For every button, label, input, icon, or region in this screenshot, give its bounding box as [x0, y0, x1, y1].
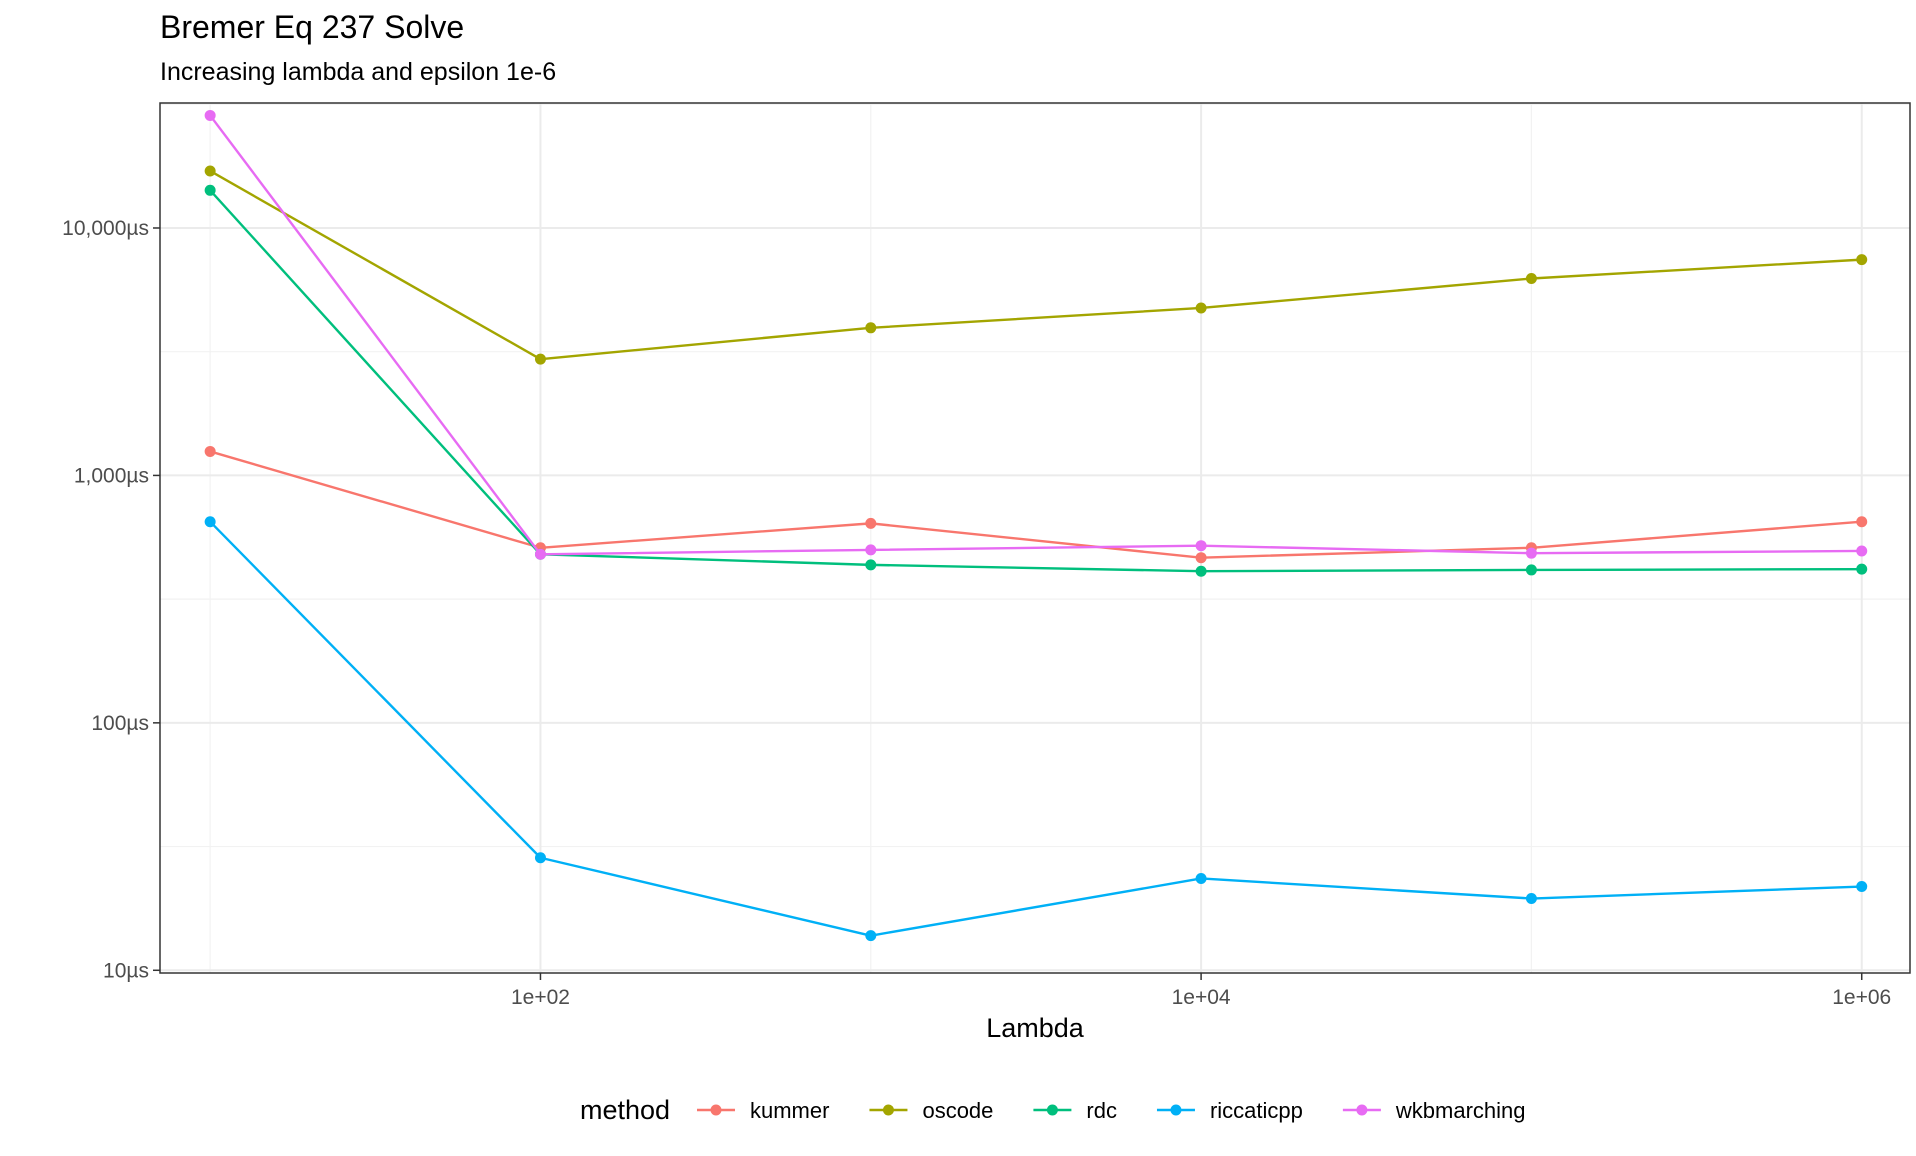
legend-label: oscode [922, 1098, 993, 1123]
x-tick-label: 1e+06 [1832, 986, 1891, 1009]
y-tick-label: 10,000µs [62, 217, 149, 240]
data-point-wkbmarching [1195, 540, 1207, 552]
legend-items: kummer oscode rdc riccaticpp wkbmarching [697, 1098, 1526, 1123]
plot-panel-border [159, 102, 1911, 974]
data-point-oscode [204, 165, 216, 177]
legend-key-point [1356, 1104, 1368, 1116]
series-line-kummer [209, 450, 1862, 559]
x-axis-title: Lambda [986, 1013, 1085, 1043]
data-point-wkbmarching [865, 544, 877, 556]
data-point-oscode [1525, 272, 1537, 284]
data-point-rdc [1195, 565, 1207, 577]
data-point-wkbmarching [1856, 545, 1868, 557]
data-point-riccaticpp [1856, 881, 1868, 893]
data-point-riccaticpp [204, 516, 216, 528]
axes: 1e+02 1e+04 1e+06 10µs 100µs 1,000µs 10,000µs [62, 217, 1891, 1009]
data-point-oscode [1856, 254, 1868, 266]
data-point-rdc [1525, 564, 1537, 576]
legend-item-rdc: rdc [1033, 1098, 1117, 1123]
series-riccaticpp [204, 516, 1868, 942]
legend-label: riccaticpp [1210, 1098, 1303, 1123]
legend-label: kummer [750, 1098, 829, 1123]
y-tick-label: 10µs [103, 959, 149, 982]
legend-label: rdc [1086, 1098, 1117, 1123]
series-line-rdc [209, 189, 1862, 573]
series-kummer [204, 445, 1868, 564]
data-point-riccaticpp [1195, 872, 1207, 884]
legend-key-point [1170, 1104, 1182, 1116]
data-point-oscode [534, 353, 546, 365]
data-point-wkbmarching [534, 548, 546, 560]
y-tick-label: 100µs [91, 712, 149, 735]
legend-item-wkbmarching: wkbmarching [1342, 1098, 1526, 1123]
data-point-rdc [865, 559, 877, 571]
data-point-kummer [1195, 552, 1207, 564]
data-point-kummer [865, 517, 877, 529]
x-tick-label: 1e+02 [511, 986, 570, 1009]
legend-item-riccaticpp: riccaticpp [1156, 1098, 1303, 1123]
data-point-kummer [204, 445, 216, 457]
data-point-rdc [1856, 563, 1868, 575]
legend-title: method [580, 1095, 670, 1125]
series-line-riccaticpp [209, 520, 1862, 937]
data-point-oscode [1195, 302, 1207, 314]
data-point-riccaticpp [534, 852, 546, 864]
legend: method kummer oscode rdc riccaticpp wkbmarch… [580, 1095, 1526, 1125]
series-rdc [204, 184, 1868, 577]
legend-key-point [1046, 1104, 1058, 1116]
series-line-wkbmarching [209, 114, 1862, 556]
series-line-oscode [209, 169, 1862, 361]
grid [160, 103, 1910, 973]
chart-subtitle: Increasing lambda and epsilon 1e-6 [160, 58, 556, 86]
y-tick-label: 1,000µs [74, 464, 149, 487]
legend-key-point [882, 1104, 894, 1116]
legend-label: wkbmarching [1395, 1098, 1526, 1123]
data-point-rdc [204, 184, 216, 196]
series-layer [204, 109, 1868, 942]
legend-key-point [710, 1104, 722, 1116]
data-point-riccaticpp [865, 930, 877, 942]
data-point-kummer [1856, 516, 1868, 528]
data-point-riccaticpp [1525, 893, 1537, 905]
legend-item-kummer: kummer [697, 1098, 829, 1123]
chart-title: Bremer Eq 237 Solve [160, 9, 464, 45]
data-point-oscode [865, 322, 877, 334]
data-point-wkbmarching [1525, 547, 1537, 559]
series-oscode [204, 165, 1868, 365]
x-tick-label: 1e+04 [1172, 986, 1231, 1009]
legend-item-oscode: oscode [869, 1098, 993, 1123]
series-wkbmarching [204, 109, 1868, 560]
data-point-wkbmarching [204, 109, 216, 121]
